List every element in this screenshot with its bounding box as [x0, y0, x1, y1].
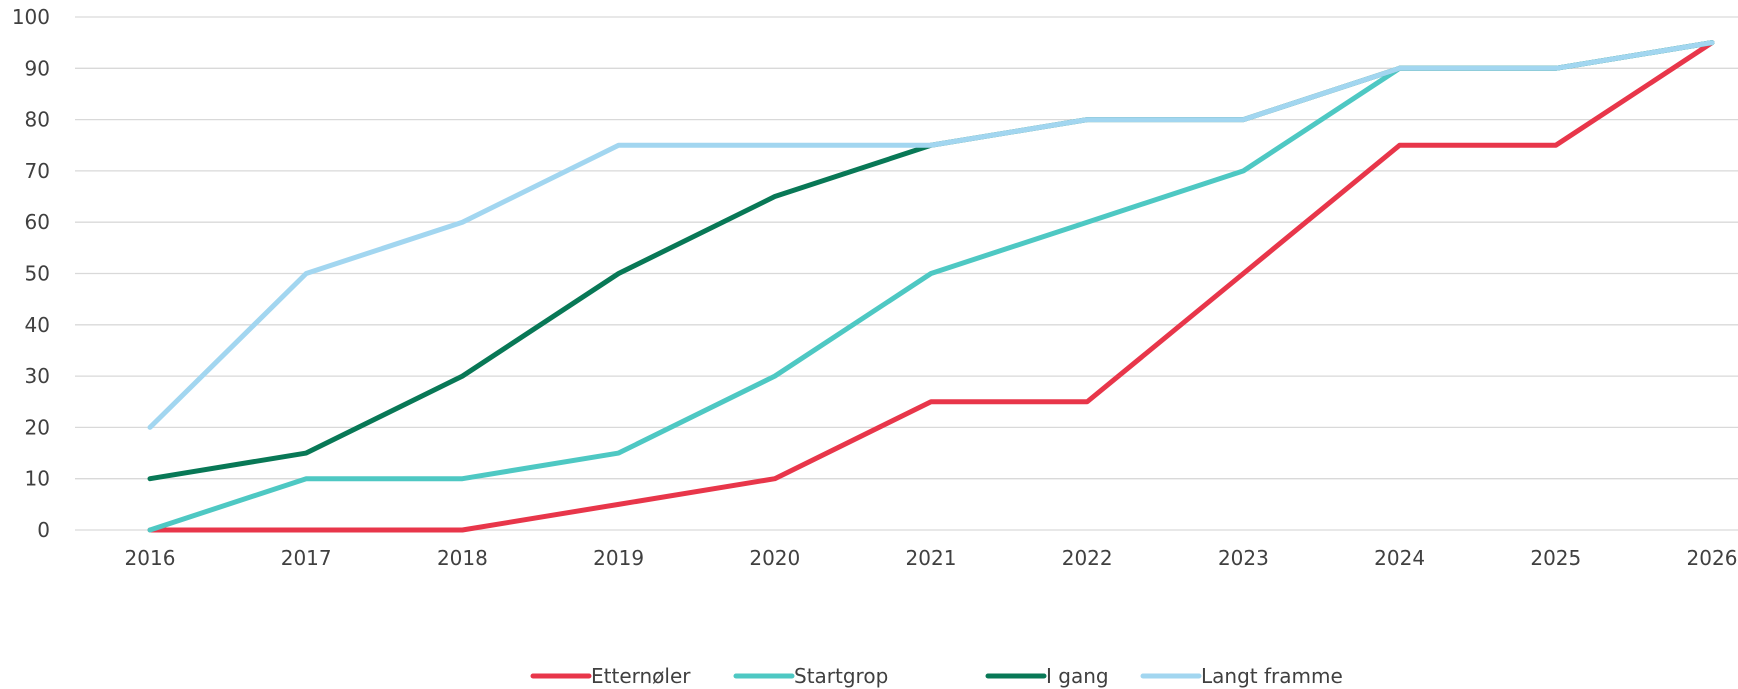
y-tick-label: 30	[25, 364, 50, 388]
series-line-3	[147, 40, 1715, 430]
series-line-0	[147, 40, 1715, 533]
legend-label: I gang	[1046, 664, 1109, 688]
legend-label: Etternøler	[591, 664, 691, 688]
gridlines	[75, 16, 1738, 531]
y-tick-label: 100	[12, 5, 50, 29]
y-tick-label: 70	[25, 159, 50, 183]
series-line-1	[147, 40, 1715, 533]
x-tick-label: 2020	[749, 546, 800, 570]
y-tick-label: 40	[25, 313, 50, 337]
y-tick-label: 90	[25, 56, 50, 80]
series-lines	[147, 40, 1715, 533]
x-tick-label: 2022	[1062, 546, 1113, 570]
x-tick-label: 2025	[1530, 546, 1581, 570]
series-line-2	[147, 40, 1715, 482]
y-tick-label: 0	[37, 518, 50, 542]
x-tick-label: 2026	[1687, 546, 1738, 570]
y-tick-label: 80	[25, 108, 50, 132]
y-axis-tick-labels: 0 10 20 30 40 50 60 70 80 90 100	[12, 5, 50, 542]
x-tick-label: 2019	[593, 546, 644, 570]
y-tick-label: 10	[25, 467, 50, 491]
x-tick-label: 2018	[437, 546, 488, 570]
y-tick-label: 20	[25, 415, 50, 439]
legend: Etternøler Startgrop I gang Langt framme	[530, 664, 1343, 688]
legend-label: Langt framme	[1201, 664, 1343, 688]
x-tick-label: 2023	[1218, 546, 1269, 570]
x-tick-label: 2016	[125, 546, 176, 570]
x-tick-label: 2017	[281, 546, 332, 570]
x-tick-label: 2024	[1374, 546, 1425, 570]
x-axis-tick-labels: 2016 2017 2018 2019 2020 2021 2022 2023 2024 2025…	[125, 546, 1738, 570]
y-tick-label: 60	[25, 210, 50, 234]
legend-label: Startgrop	[794, 664, 888, 688]
y-tick-label: 50	[25, 262, 50, 286]
x-tick-label: 2021	[906, 546, 957, 570]
